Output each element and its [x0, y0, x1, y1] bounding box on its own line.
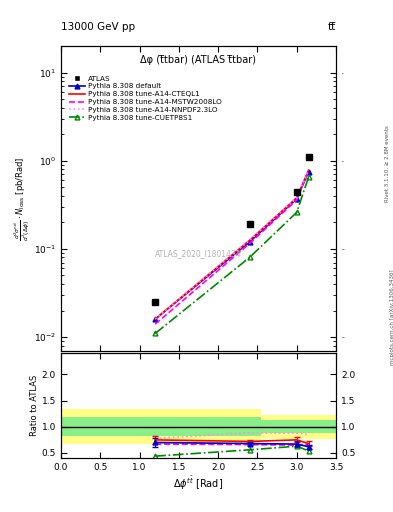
- Text: ATLAS_2020_I1801434: ATLAS_2020_I1801434: [155, 249, 242, 258]
- Y-axis label: $\frac{d^2\sigma^\mathrm{nd}}{d^2(\Delta\phi)}\cdot N_\mathrm{loss}$ [pb/Rad]: $\frac{d^2\sigma^\mathrm{nd}}{d^2(\Delta…: [12, 156, 31, 241]
- Text: tt̅: tt̅: [328, 22, 336, 32]
- Text: Rivet 3.1.10, ≥ 2.8M events: Rivet 3.1.10, ≥ 2.8M events: [385, 125, 389, 202]
- Y-axis label: Ratio to ATLAS: Ratio to ATLAS: [30, 375, 39, 436]
- Text: 13000 GeV pp: 13000 GeV pp: [61, 22, 135, 32]
- Legend: ATLAS, Pythia 8.308 default, Pythia 8.308 tune-A14-CTEQL1, Pythia 8.308 tune-A14: ATLAS, Pythia 8.308 default, Pythia 8.30…: [67, 74, 223, 122]
- Text: mcplots.cern.ch [arXiv:1306.3436]: mcplots.cern.ch [arXiv:1306.3436]: [390, 270, 393, 365]
- X-axis label: $\Delta\phi^{t\bar{t}}$ [Rad]: $\Delta\phi^{t\bar{t}}$ [Rad]: [173, 475, 224, 492]
- Text: Δφ (t̅tbar) (ATLAS t̅tbar): Δφ (t̅tbar) (ATLAS t̅tbar): [140, 55, 257, 65]
